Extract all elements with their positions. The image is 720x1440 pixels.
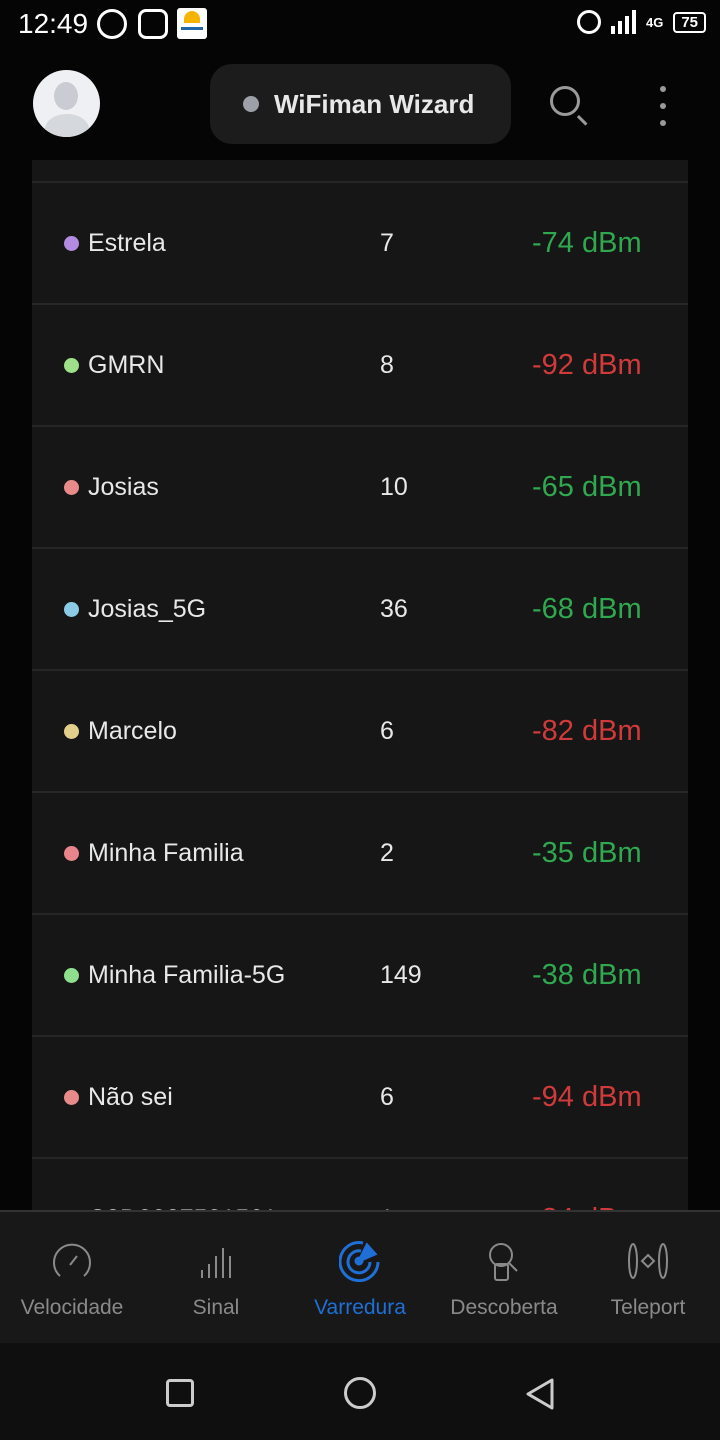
alarm-icon bbox=[576, 10, 601, 34]
tab-label: Varredura bbox=[314, 1296, 406, 1319]
network-channel: 7 bbox=[380, 228, 394, 257]
network-color-dot-icon bbox=[64, 479, 79, 495]
network-name: C8D2237521561 bbox=[88, 1205, 277, 1211]
network-channel: 6 bbox=[380, 1082, 394, 1111]
status-dot-icon bbox=[243, 96, 259, 112]
tab-label: Descoberta bbox=[450, 1296, 558, 1319]
tab-varredura[interactable]: Varredura bbox=[288, 1212, 432, 1343]
network-color-dot-icon bbox=[64, 723, 79, 739]
network-name: Minha Familia-5G bbox=[88, 960, 286, 989]
instagram-icon bbox=[138, 9, 168, 39]
network-name: GMRN bbox=[88, 350, 165, 379]
search-icon[interactable] bbox=[550, 86, 580, 116]
network-name: Minha Familia bbox=[88, 838, 244, 867]
network-name: Josias bbox=[88, 472, 159, 501]
network-channel: 2 bbox=[380, 838, 394, 867]
network-row[interactable]: Não sei 6 -94 dBm bbox=[32, 1035, 688, 1157]
network-row[interactable]: Marcelo 6 -82 dBm bbox=[32, 669, 688, 791]
network-signal: -74 dBm bbox=[532, 226, 642, 259]
network-channel: 6 bbox=[380, 716, 394, 745]
network-type: 4G bbox=[645, 14, 664, 30]
home-button-icon[interactable] bbox=[344, 1377, 376, 1409]
network-list[interactable]: Estrela 7 -74 dBm GMRN 8 -92 dBm Josias … bbox=[32, 160, 688, 1210]
network-signal: -94 dBm bbox=[532, 1080, 642, 1113]
network-row[interactable]: Minha Familia 2 -35 dBm bbox=[32, 791, 688, 913]
tab-descoberta[interactable]: Descoberta bbox=[432, 1212, 576, 1343]
network-signal: -35 dBm bbox=[532, 836, 642, 869]
network-name: Marcelo bbox=[88, 716, 177, 745]
network-channel: 8 bbox=[380, 350, 394, 379]
network-signal: -92 dBm bbox=[532, 348, 642, 381]
tab-label: Sinal bbox=[192, 1296, 240, 1319]
tab-velocidade[interactable]: Velocidade bbox=[0, 1212, 144, 1343]
network-row[interactable]: Estrela 7 -74 dBm bbox=[32, 181, 688, 303]
network-selector[interactable]: WiFiman Wizard bbox=[210, 64, 511, 144]
back-button-icon[interactable] bbox=[524, 1377, 556, 1411]
recents-button-icon[interactable] bbox=[166, 1379, 194, 1407]
status-time: 12:49 bbox=[18, 8, 89, 39]
network-row[interactable]: GMRN 8 -92 dBm bbox=[32, 303, 688, 425]
whatsapp-icon bbox=[97, 9, 127, 39]
network-signal: -82 dBm bbox=[532, 714, 642, 747]
bottom-nav: Velocidade Sinal Varredura Descoberta Te… bbox=[0, 1210, 720, 1343]
tab-label: Teleport bbox=[610, 1296, 686, 1319]
network-color-dot-icon bbox=[64, 601, 79, 617]
network-color-dot-icon bbox=[64, 1089, 79, 1105]
avatar[interactable] bbox=[33, 70, 100, 137]
status-bar: 12:49 4G 75 bbox=[0, 0, 720, 50]
network-name: Josias_5G bbox=[88, 594, 207, 623]
app-notification-icon bbox=[177, 8, 207, 39]
system-nav-bar bbox=[0, 1343, 720, 1440]
network-row[interactable]: C8D2237521561 1 -84 dBm bbox=[32, 1157, 688, 1210]
network-channel: 10 bbox=[380, 472, 408, 501]
network-signal: -84 dBm bbox=[532, 1203, 642, 1211]
radar-icon bbox=[339, 1241, 380, 1282]
network-row[interactable]: Josias 10 -65 dBm bbox=[32, 425, 688, 547]
network-row[interactable]: Josias_5G 36 -68 dBm bbox=[32, 547, 688, 669]
cell-signal-icon bbox=[610, 10, 636, 34]
network-signal: -65 dBm bbox=[532, 470, 642, 503]
tab-teleport[interactable]: Teleport bbox=[576, 1212, 720, 1343]
tab-sinal[interactable]: Sinal bbox=[144, 1212, 288, 1343]
network-color-dot-icon bbox=[64, 235, 79, 251]
speedometer-icon bbox=[53, 1243, 91, 1277]
teleport-icon bbox=[628, 1243, 668, 1279]
network-name: Não sei bbox=[88, 1082, 173, 1111]
network-name: Estrela bbox=[88, 228, 166, 257]
app-header: WiFiman Wizard bbox=[0, 64, 720, 144]
network-channel: 36 bbox=[380, 594, 408, 623]
network-signal: -38 dBm bbox=[532, 958, 642, 991]
network-row[interactable]: Minha Familia-5G 149 -38 dBm bbox=[32, 913, 688, 1035]
network-color-dot-icon bbox=[64, 845, 79, 861]
network-channel: 1 bbox=[380, 1205, 394, 1211]
network-color-dot-icon bbox=[64, 967, 79, 983]
network-signal: -68 dBm bbox=[532, 592, 642, 625]
battery-icon: 75 bbox=[673, 11, 706, 33]
device-discovery-icon bbox=[489, 1243, 518, 1281]
network-channel: 149 bbox=[380, 960, 422, 989]
page-title: WiFiman Wizard bbox=[274, 88, 475, 119]
signal-bars-icon bbox=[201, 1248, 231, 1278]
more-options-icon[interactable] bbox=[660, 86, 666, 126]
network-color-dot-icon bbox=[64, 357, 79, 373]
tab-label: Velocidade bbox=[20, 1296, 124, 1319]
